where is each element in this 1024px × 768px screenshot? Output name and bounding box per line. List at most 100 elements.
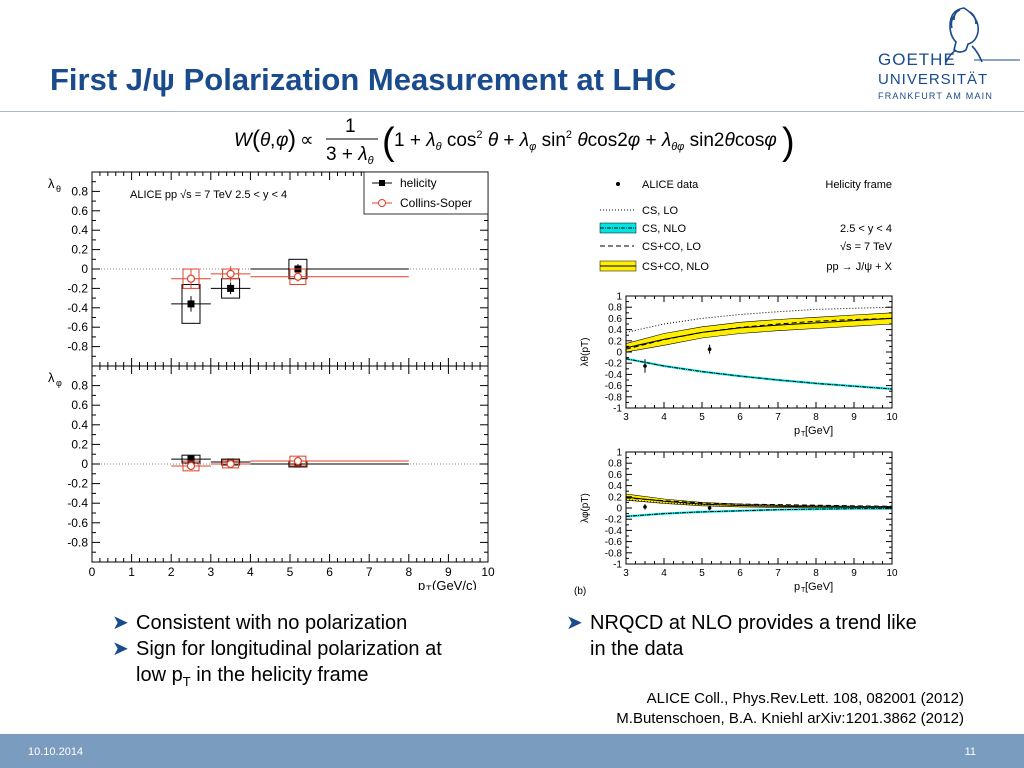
x-axis-label: p	[794, 581, 800, 593]
cs-nlo-curve	[625, 358, 893, 390]
x-axis-label-unit: [GeV]	[805, 425, 833, 437]
page-title: First J/ψ Polarization Measurement at LH…	[50, 62, 677, 97]
y-axis-label-sub: θ	[56, 184, 61, 194]
svg-text:): )	[782, 121, 795, 163]
bullet-text: low p	[136, 664, 183, 686]
x-tick-label: 6	[326, 565, 333, 579]
y-tick-label: 0.2	[71, 437, 88, 451]
csco-nlo-curve	[625, 317, 893, 349]
y-tick-label: 1	[616, 448, 622, 459]
svg-text:(: (	[252, 126, 260, 153]
x-axis-label-sub: T	[801, 431, 806, 438]
helicity-point	[187, 455, 195, 463]
csco-nlo-curve	[625, 496, 892, 508]
y-tick-label: 0.8	[608, 459, 622, 470]
x-tick-label: 9	[445, 565, 452, 579]
legend-label: CS, LO	[642, 205, 679, 217]
x-tick-label: 4	[247, 565, 254, 579]
y-tick-label: 0.6	[608, 314, 622, 325]
y-tick-label: -0.8	[67, 535, 88, 549]
svg-text:φ: φ	[276, 130, 288, 151]
y-axis-label: λ	[48, 176, 55, 191]
cs-nlo-curve	[625, 508, 892, 517]
y-tick-label: 0.6	[71, 204, 88, 218]
y-tick-label: -0.4	[605, 526, 623, 537]
x-tick-label: 6	[737, 568, 743, 579]
helicity-point	[187, 300, 195, 308]
collins-soper-point	[186, 274, 196, 283]
cs-nlo-band	[626, 357, 892, 391]
y-tick-label: 0.4	[71, 418, 88, 432]
bullet-no-polarization: ➤ Consistent with no polarization	[112, 610, 407, 636]
y-tick-label: -0.6	[67, 516, 88, 530]
x-tick-label: 5	[699, 412, 705, 423]
panel-tag: (b)	[574, 586, 586, 597]
x-tick-label: 8	[813, 412, 819, 423]
csco-lo-curve	[625, 317, 893, 350]
bullet-nrqcd-cont: in the data	[590, 636, 683, 662]
x-tick-label: 7	[775, 412, 781, 423]
x-axis-label-unit: [GeV]	[805, 581, 833, 593]
y-tick-label: -1	[613, 404, 622, 415]
x-tick-label: 7	[366, 565, 373, 579]
legend-helicity-label: helicity	[400, 176, 437, 190]
cs-nlo-band	[626, 507, 892, 518]
logo-line-1: GOETHE	[878, 50, 956, 69]
reference-butenschoen: M.Butenschoen, B.A. Kniehl arXiv:1201.38…	[616, 710, 964, 727]
bullet-subscript: T	[182, 674, 191, 689]
x-tick-label: 10	[481, 565, 495, 579]
alice-data-point	[643, 364, 647, 368]
collins-soper-point	[186, 461, 196, 471]
svg-text:∝: ∝	[300, 130, 314, 151]
bullet-text: in the data	[590, 638, 684, 660]
y-tick-label: 0	[616, 348, 622, 359]
x-tick-label: 10	[886, 412, 898, 423]
x-tick-label: 3	[623, 568, 629, 579]
legend-cs-marker	[378, 199, 386, 207]
y-tick-label: 0.8	[608, 303, 622, 314]
x-tick-label: 10	[886, 568, 898, 579]
x-axis-label-unit: (GeV/c)	[432, 578, 477, 590]
y-tick-label: -0.2	[67, 281, 88, 295]
bullet-text: Consistent with no polarization	[136, 612, 408, 634]
bullet-text: Sign for longitudinal polarization at	[136, 638, 442, 660]
y-tick-label: 0.4	[608, 325, 622, 336]
x-tick-label: 7	[775, 568, 781, 579]
legend-box	[363, 171, 489, 215]
legend-label: CS+CO, NLO	[642, 261, 709, 273]
y-tick-label: -0.2	[605, 515, 623, 526]
y-tick-label: 0	[616, 504, 622, 515]
x-tick-label: 5	[287, 565, 294, 579]
chart-annotation: ALICE pp √s = 7 TeV 2.5 < y < 4	[130, 189, 287, 201]
x-tick-label: 8	[405, 565, 412, 579]
y-tick-label: -0.6	[67, 320, 88, 334]
svg-text:): )	[288, 126, 296, 153]
y-tick-label: -0.2	[67, 477, 88, 491]
y-tick-label: -0.8	[605, 392, 623, 403]
legend-cs-label: Collins-Soper	[400, 196, 472, 210]
y-tick-label: 0.8	[71, 184, 88, 198]
x-tick-label: 8	[813, 568, 819, 579]
rapidity-annotation: 2.5 < y < 4	[840, 223, 892, 235]
bullet-text: NRQCD at NLO provides a trend like	[590, 612, 917, 634]
y-tick-label: -0.4	[67, 496, 88, 510]
x-tick-label: 3	[623, 412, 629, 423]
logo-line-2: UNIVERSITÄT	[878, 71, 988, 88]
arrow-bullet-icon: ➤	[112, 612, 129, 634]
arrow-bullet-icon: ➤	[566, 612, 583, 634]
arrow-bullet-icon: ➤	[112, 638, 129, 660]
y-tick-label: -0.8	[67, 340, 88, 354]
lambda-phi-nrqcd-chart: 10.80.60.40.20-0.2-0.4-0.6-0.8-13 4 5 6 7 8 9 1…	[574, 448, 898, 598]
svg-text:,: ,	[270, 130, 275, 151]
page-number: 11	[964, 746, 976, 758]
x-tick-label: 4	[661, 412, 667, 423]
bullet-nrqcd: ➤ NRQCD at NLO provides a trend like	[566, 610, 917, 636]
plot-frame	[625, 295, 893, 409]
nrqcd-legend: ALICE data CS, LO CS, NLO CS+CO, LO CS+CO, N…	[599, 179, 893, 273]
svg-text:1 + λθ cos2 θ + λφ sin2 θcos2φ: 1 + λθ cos2 θ + λφ sin2 θcos2φ + λθφ sin…	[394, 129, 777, 153]
y-tick-label: 0	[81, 457, 88, 471]
footer-date: 10.10.2014	[28, 746, 84, 758]
csco-lo-curve	[625, 497, 893, 507]
collins-soper-point	[293, 272, 303, 281]
energy-annotation: √s = 7 TeV	[840, 241, 893, 253]
